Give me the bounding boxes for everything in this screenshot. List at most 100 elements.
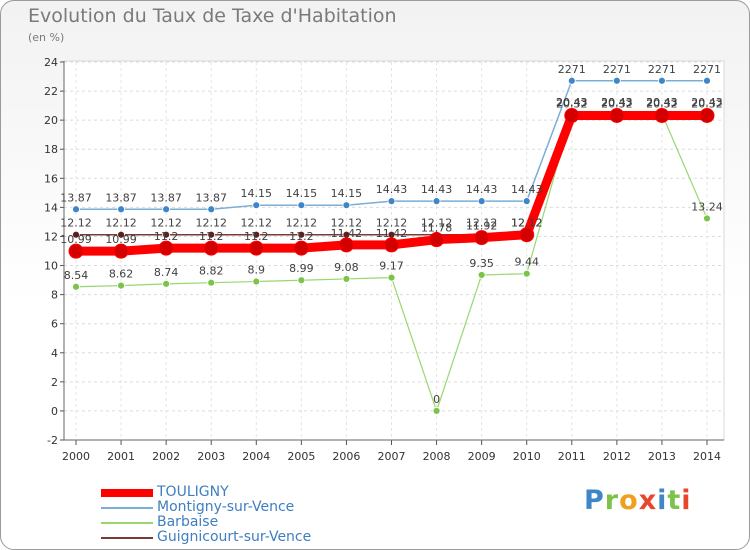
data-label-1: 13.87 bbox=[105, 191, 137, 204]
data-label-2: 13.24 bbox=[691, 200, 723, 213]
legend-label-barbaise: Barbaise bbox=[157, 514, 219, 530]
data-label-3: 12.12 bbox=[466, 217, 498, 230]
data-label-3: 12.12 bbox=[60, 217, 92, 230]
y-tick-label: 12 bbox=[44, 230, 58, 243]
data-point-1 bbox=[432, 197, 441, 206]
data-label-2: 9.35 bbox=[469, 257, 494, 270]
data-label-0: 10.99 bbox=[105, 233, 137, 246]
data-point-0 bbox=[68, 243, 84, 259]
data-point-1 bbox=[387, 197, 396, 206]
legend-item-guignicourt: Guignicourt-sur-Vence bbox=[101, 530, 361, 545]
data-point-2 bbox=[432, 407, 441, 415]
y-tick-label: 10 bbox=[44, 260, 58, 273]
data-label-3: 20.43 bbox=[646, 96, 678, 109]
legend-swatch-guignicourt bbox=[101, 537, 153, 539]
x-tick-label: 2007 bbox=[378, 450, 406, 463]
logo-letter: t bbox=[667, 485, 682, 516]
data-point-3 bbox=[117, 230, 125, 239]
data-label-3: 12.12 bbox=[150, 217, 182, 230]
data-label-3: 12.12 bbox=[421, 217, 453, 230]
x-tick-label: 2011 bbox=[558, 450, 586, 463]
legend-item-barbaise: Barbaise bbox=[101, 515, 361, 530]
y-tick-label: 16 bbox=[44, 172, 58, 185]
data-label-3: 20.43 bbox=[556, 96, 588, 109]
x-tick-label: 2000 bbox=[62, 450, 90, 463]
data-label-0: 10.99 bbox=[60, 233, 92, 246]
legend: TOULIGNY Montigny-sur-Vence Barbaise Gui… bbox=[101, 485, 361, 545]
x-tick-label: 2008 bbox=[423, 450, 451, 463]
x-tick-label: 2009 bbox=[468, 450, 496, 463]
x-tick-label: 2013 bbox=[648, 450, 676, 463]
data-point-1 bbox=[297, 201, 306, 210]
data-point-2 bbox=[72, 282, 80, 291]
data-point-2 bbox=[117, 281, 125, 290]
data-label-3: 12.12 bbox=[286, 217, 318, 230]
data-label-1: 2271 bbox=[648, 63, 676, 76]
data-point-2 bbox=[162, 279, 171, 288]
data-label-1: 2271 bbox=[693, 63, 721, 76]
data-point-2 bbox=[252, 277, 261, 286]
data-label-1: 13.87 bbox=[60, 191, 92, 204]
data-point-0 bbox=[564, 108, 580, 124]
data-point-2 bbox=[477, 271, 486, 279]
logo-letter: i bbox=[681, 485, 692, 516]
data-label-2: 9.44 bbox=[514, 256, 539, 269]
data-label-1: 14.15 bbox=[286, 187, 318, 200]
data-label-3: 20.43 bbox=[601, 96, 633, 109]
legend-label-montigny: Montigny-sur-Vence bbox=[157, 499, 295, 515]
x-tick-label: 2005 bbox=[287, 450, 315, 463]
data-label-2: 9.08 bbox=[334, 261, 359, 274]
data-label-3: 12.12 bbox=[105, 217, 137, 230]
data-point-0 bbox=[158, 240, 174, 256]
data-label-0: 11.2 bbox=[154, 230, 179, 243]
data-label-0: 11.2 bbox=[244, 230, 269, 243]
data-point-2 bbox=[522, 269, 531, 278]
data-label-0: 11.78 bbox=[421, 222, 453, 235]
data-point-1 bbox=[162, 205, 171, 214]
data-label-2: 8.74 bbox=[154, 266, 179, 279]
data-label-1: 13.87 bbox=[195, 191, 227, 204]
logo-letter: x bbox=[638, 485, 658, 516]
data-label-3: 12.12 bbox=[511, 217, 543, 230]
data-point-3 bbox=[297, 230, 306, 239]
data-label-1: 13.87 bbox=[150, 191, 182, 204]
data-point-2 bbox=[297, 276, 306, 285]
data-label-0: 11.2 bbox=[289, 230, 314, 243]
y-tick-label: 22 bbox=[44, 85, 58, 98]
data-label-0: 11.2 bbox=[199, 230, 224, 243]
data-point-0 bbox=[293, 240, 309, 256]
data-label-2: 8.99 bbox=[289, 262, 314, 275]
data-point-1 bbox=[612, 76, 621, 85]
data-point-1 bbox=[477, 197, 486, 206]
data-point-0 bbox=[429, 232, 445, 248]
logo-letter: i bbox=[657, 485, 668, 516]
data-point-1 bbox=[207, 205, 216, 214]
data-label-1: 2271 bbox=[558, 63, 586, 76]
data-label-0: 20.32 bbox=[691, 98, 723, 111]
data-label-1: 14.43 bbox=[511, 183, 543, 196]
data-point-2 bbox=[703, 214, 711, 223]
y-tick-label: 18 bbox=[44, 143, 58, 156]
x-tick-label: 2010 bbox=[513, 450, 541, 463]
data-point-0 bbox=[384, 237, 399, 253]
data-point-1 bbox=[72, 205, 80, 214]
data-label-2: 8.82 bbox=[199, 265, 224, 278]
data-label-1: 14.15 bbox=[331, 187, 363, 200]
legend-swatch-montigny bbox=[101, 507, 153, 509]
data-label-2: 8.54 bbox=[64, 269, 89, 282]
data-label-3: 20.43 bbox=[691, 96, 723, 109]
y-tick-label: 4 bbox=[51, 347, 58, 360]
data-label-0: 12.12 bbox=[511, 217, 543, 230]
y-tick-label: 2 bbox=[51, 376, 58, 389]
data-point-1 bbox=[703, 76, 711, 85]
data-point-3 bbox=[72, 230, 80, 239]
data-point-0 bbox=[609, 108, 625, 124]
data-label-1: 2271 bbox=[603, 63, 631, 76]
x-tick-label: 2003 bbox=[197, 450, 225, 463]
data-point-0 bbox=[338, 237, 354, 253]
data-point-0 bbox=[699, 108, 715, 124]
legend-label-guignicourt: Guignicourt-sur-Vence bbox=[157, 529, 312, 545]
data-point-3 bbox=[162, 230, 171, 239]
logo-letter: r bbox=[604, 485, 620, 516]
